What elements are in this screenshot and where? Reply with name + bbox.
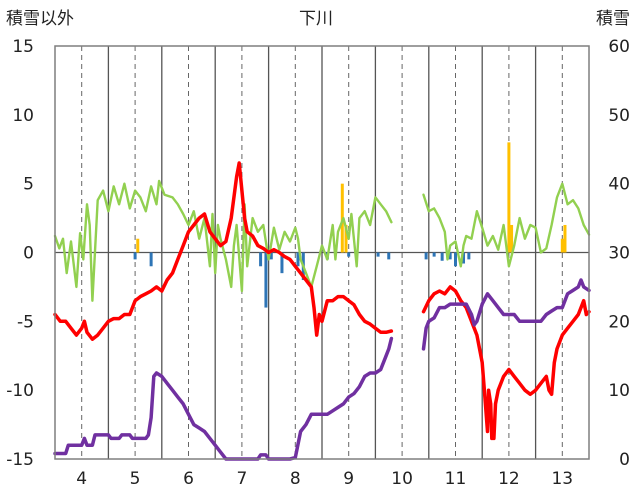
y-left-tick-label: 10	[12, 106, 34, 126]
y-left-tick-label: 0	[23, 244, 34, 264]
plot-frame	[54, 45, 590, 460]
series-line	[53, 179, 393, 302]
x-tick-label: 9	[343, 469, 354, 489]
precip-bar	[563, 224, 567, 253]
precip-bar	[560, 238, 564, 253]
precip-bar	[133, 252, 137, 260]
x-tick-label: 5	[130, 469, 141, 489]
precip-bar	[424, 252, 428, 260]
precip-bar	[432, 252, 436, 257]
precip-bar	[280, 252, 284, 274]
y-left-tick-label: 5	[23, 175, 34, 195]
precip-bar	[264, 252, 268, 308]
precip-bar	[387, 252, 391, 260]
y-right-tick-label: 10	[608, 381, 630, 401]
precip-bar	[510, 224, 514, 253]
precip-bar	[296, 252, 300, 267]
series-line	[422, 182, 591, 268]
series-line	[53, 161, 394, 341]
precip-bar	[462, 252, 466, 264]
y-right-tick-label: 0	[619, 450, 630, 470]
grid-layer	[55, 46, 589, 459]
y-right-tick-label: 30	[608, 244, 630, 264]
series-line	[53, 336, 394, 461]
y-right-tick-label: 40	[608, 175, 630, 195]
precip-bar	[376, 252, 380, 257]
precip-bar	[269, 252, 273, 260]
precip-bar	[259, 252, 263, 267]
precip-bar	[507, 142, 511, 253]
y-left-tick-label: -5	[17, 312, 34, 332]
x-tick-label: 12	[498, 469, 520, 489]
series-line	[421, 278, 591, 351]
chart-title: 下川	[299, 9, 333, 29]
y-axis-right-label: 積雪	[596, 9, 630, 29]
precip-bar	[454, 252, 457, 267]
x-tick-label: 7	[236, 469, 247, 489]
precip-bar	[448, 252, 452, 260]
y-left-tick-label: -10	[6, 381, 34, 401]
y-axis-left-label: 積雪以外	[6, 9, 74, 29]
y-right-tick-label: 60	[608, 37, 630, 57]
precip-bar	[149, 252, 153, 267]
precip-bar	[344, 224, 348, 253]
x-tick-label: 11	[445, 469, 467, 489]
precip-bar	[136, 238, 140, 253]
precip-bar	[440, 252, 444, 261]
precip-bar	[347, 252, 351, 257]
x-tick-label: 4	[76, 469, 87, 489]
y-left-tick-label: -15	[6, 450, 34, 470]
y-right-tick-label: 20	[608, 312, 630, 332]
series-line	[421, 285, 591, 441]
x-tick-label: 8	[290, 469, 301, 489]
x-tick-label: 13	[551, 469, 573, 489]
x-tick-label: 10	[391, 469, 413, 489]
x-tick-label: 6	[183, 469, 194, 489]
precip-bar	[467, 252, 471, 260]
line-layer	[53, 161, 591, 461]
y-left-tick-label: 15	[12, 37, 34, 57]
y-right-tick-label: 50	[608, 106, 630, 126]
